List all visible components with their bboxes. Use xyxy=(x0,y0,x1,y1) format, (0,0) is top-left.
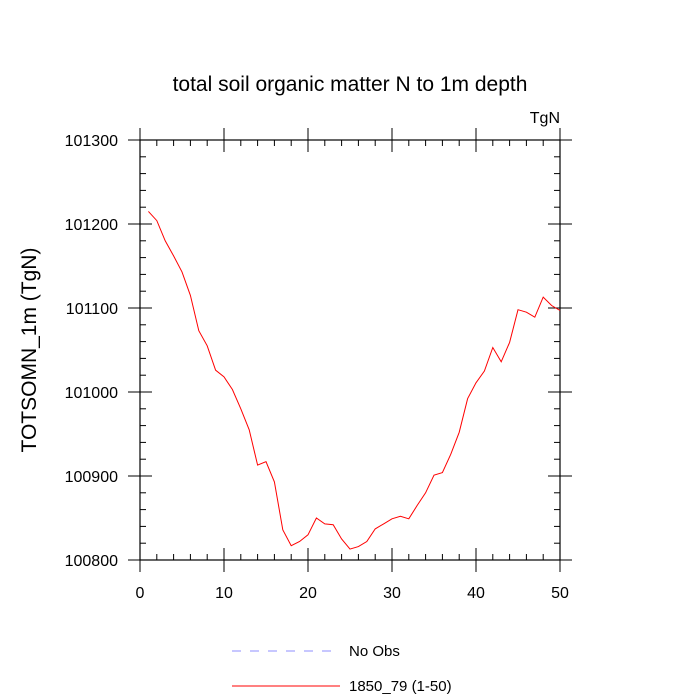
legend-label-1850-79: 1850_79 (1-50) xyxy=(349,678,452,695)
y-axis-label: TOTSOMN_1m (TgN) xyxy=(18,248,41,453)
y-tick-label: 100800 xyxy=(65,553,118,570)
axis-ticks xyxy=(128,128,572,572)
units-label: TgN xyxy=(530,110,560,127)
series-line-1850-79 xyxy=(148,211,561,550)
x-tick-label: 10 xyxy=(215,585,233,602)
series-points xyxy=(148,211,560,549)
x-tick-label: 0 xyxy=(136,585,145,602)
chart-title: total soil organic matter N to 1m depth xyxy=(173,73,528,96)
y-tick-label: 101000 xyxy=(65,385,118,402)
legend-label-no-obs: No Obs xyxy=(349,643,400,660)
legend: No Obs 1850_79 (1-50) xyxy=(232,643,452,695)
y-tick-label: 101100 xyxy=(66,301,118,318)
x-tick-labels: 0 10 20 30 40 50 xyxy=(136,585,569,602)
y-tick-labels: 100800 100900 101000 101100 101200 101300 xyxy=(65,133,118,570)
y-tick-label: 101300 xyxy=(65,133,118,150)
y-tick-label: 100900 xyxy=(65,469,118,486)
x-tick-label: 50 xyxy=(551,585,569,602)
y-tick-label: 101200 xyxy=(65,217,118,234)
plot-frame xyxy=(139,139,561,561)
x-tick-label: 40 xyxy=(467,585,485,602)
x-tick-label: 20 xyxy=(299,585,317,602)
x-tick-label: 30 xyxy=(383,585,401,602)
